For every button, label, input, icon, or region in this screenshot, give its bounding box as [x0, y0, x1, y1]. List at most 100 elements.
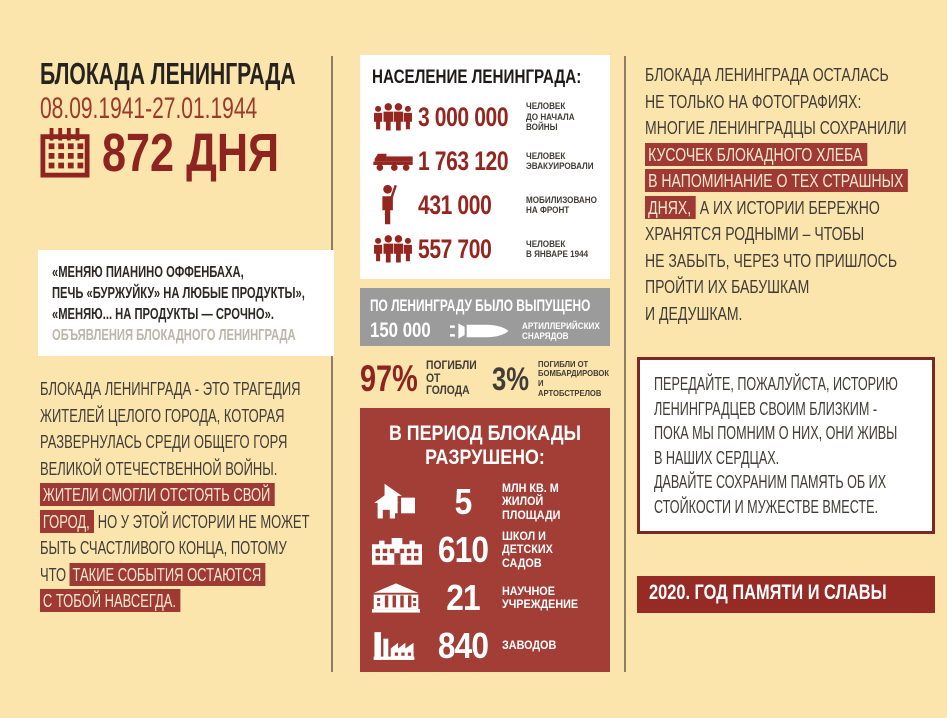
stat-row: 1 763 120 ЧЕЛОВЕК ЭВАКУИРОВАЛИ	[372, 139, 598, 183]
shelling-stat: 150 000 АРТИЛЛЕРИЙСКИХ СНАРЯДОВ	[370, 319, 600, 343]
text-segment: НЕ ТОЛЬКО НА ФОТОГРАФИЯХ:	[645, 91, 862, 112]
text-line: «МЕНЯЮ ПИАНИНО ОФФЕНБАХА,	[52, 262, 332, 283]
stat-row: 3 000 000 ЧЕЛОВЕК ДО НАЧАЛА ВОЙНЫ	[372, 95, 598, 139]
stat-label: ШКОЛ И ДЕТСКИХ САДОВ	[502, 528, 553, 570]
text-segment: ДАВАЙТЕ СОХРАНИМ ПАМЯТЬ ОБ ИХ	[654, 472, 887, 492]
stat-value: 21	[446, 577, 480, 618]
people-group-icon	[374, 103, 412, 131]
highlighted-text: ДНЯХ,	[645, 195, 696, 219]
text-line: СТОЙКОСТИ И МУЖЕСТВЕ ВМЕСТЕ.	[654, 495, 934, 520]
text-segment: И ДЕДУШКАМ.	[645, 303, 743, 324]
destroyed-box: В ПЕРИОД БЛОКАДЫ РАЗРУШЕНО: 5 МЛН КВ. М ЖИ…	[360, 408, 610, 672]
text-segment: «МЕНЯЮ ПИАНИНО ОФФЕНБАХА,	[52, 264, 244, 281]
soldier-icon	[382, 184, 397, 225]
left-paragraph: БЛОКАДА ЛЕНИНГРАДА - ЭТО ТРАГЕДИЯ ЖИТЕЛЕЙ…	[40, 376, 328, 615]
siege-dates: 08.09.1941-27.01.1944	[40, 92, 258, 125]
text-line: С ТОБОЙ НАВСЕГДА.	[40, 588, 328, 615]
stat-value: 557 700	[418, 233, 492, 264]
stat-row: 431 000 МОБИЛИЗОВАНО НА ФРОНТ	[372, 183, 598, 227]
duration-value: 872 ДНЯ	[102, 123, 280, 183]
stat-row: 557 700 ЧЕЛОВЕК В ЯНВАРЕ 1944	[372, 227, 598, 271]
text-line: ДАВАЙТЕ СОХРАНИМ ПАМЯТЬ ОБ ИХ	[654, 470, 934, 495]
text-line: В НАШИХ СЕРДЦАХ.	[654, 446, 934, 471]
highlighted-text: КУСОЧЕК БЛОКАДНОГО ХЛЕБА	[645, 142, 868, 166]
text-segment: РАЗРУШЕНО:	[425, 446, 545, 469]
text-segment: ПЕЧЬ «БУРЖУЙКУ» НА ЛЮБЫЕ ПРОДУКТЫ»,	[52, 285, 305, 302]
column-divider	[331, 56, 333, 672]
houses-icon	[374, 483, 415, 519]
text-line: ЖИТЕЛИ СМОГЛИ ОТСТОЯТЬ СВОЙ	[40, 482, 328, 509]
highlighted-text: ТАКИЕ СОБЫТИЯ ОСТАЮТСЯ	[69, 562, 266, 586]
text-segment: ХРАНЯТСЯ РОДНЫМИ – ЧТОБЫ	[645, 224, 865, 244]
academy-icon	[372, 583, 420, 613]
text-segment: ПРОЙТИ ИХ БАБУШКАМ	[645, 277, 810, 297]
column-divider	[624, 56, 626, 672]
text-segment: БЛОКАДА ЛЕНИНГРАДА - ЭТО ТРАГЕДИЯ	[40, 379, 301, 399]
text-segment: БЫТЬ СЧАСТЛИВОГО КОНЦА, ПОТОМУ	[40, 538, 287, 558]
text-line: ПОКА МЫ ПОМНИМ О НИХ, ОНИ ЖИВЫ	[654, 421, 934, 446]
stat-icon-cell	[372, 233, 418, 265]
text-line: БЛОКАДА ЛЕНИНГРАДА ОСТАЛАСЬ	[645, 62, 934, 89]
shelling-box: ПО ЛЕНИНГРАДУ БЫЛО ВЫПУЩЕНО 150 000 АРТИ…	[360, 288, 610, 346]
stat-icon-cell	[372, 536, 424, 565]
stat-value: 840	[437, 625, 489, 666]
population-box: НАСЕЛЕНИЕ ЛЕНИНГРАДА: 3 000 000 ЧЕЛОВЕК Д…	[360, 55, 610, 279]
memory-text: ПЕРЕДАЙТЕ, ПОЖАЛУЙСТА, ИСТОРИЮ ЛЕНИНГРАДЦ…	[654, 372, 934, 519]
year-of-memory-banner: 2020. ГОД ПАМЯТИ И СЛАВЫ	[637, 576, 935, 613]
text-line: ЖИТЕЛЕЙ ЦЕЛОГО ГОРОДА, КОТОРАЯ	[40, 403, 328, 430]
text-line: НЕ ЗАБЫТЬ, ЧЕРЕЗ ЧТО ПРИШЛОСЬ	[645, 248, 934, 275]
text-line: БЛОКАДА ЛЕНИНГРАДА - ЭТО ТРАГЕДИЯ	[40, 376, 328, 403]
text-segment: БЛОКАДА ЛЕНИНГРАДА ОСТАЛАСЬ	[645, 65, 889, 85]
shelling-title: ПО ЛЕНИНГРАДУ БЫЛО ВЫПУЩЕНО	[370, 296, 591, 315]
stat-value: 3 000 000	[418, 101, 509, 132]
stat-row: 97% ПОГИБЛИ ОТ ГОЛОДА	[360, 356, 492, 402]
artillery-shell-icon	[450, 323, 509, 339]
text-line: РАЗВЕРНУЛАСЬ СРЕДИ ОБЩЕГО ГОРЯ	[40, 429, 328, 456]
population-stats: 3 000 000 ЧЕЛОВЕК ДО НАЧАЛА ВОЙНЫ 1 763 12…	[372, 95, 598, 271]
stat-label: ЧЕЛОВЕК В ЯНВАРЕ 1944	[526, 238, 589, 260]
population-title: НАСЕЛЕНИЕ ЛЕНИНГРАДА:	[372, 67, 582, 88]
shelling-value: 150 000	[370, 319, 431, 342]
people-group-icon	[374, 235, 412, 263]
text-line: ЧТО ТАКИЕ СОБЫТИЯ ОСТАЮТСЯ	[40, 562, 328, 589]
stat-icon-cell	[372, 147, 418, 175]
text-segment: РАЗВЕРНУЛАСЬ СРЕДИ ОБЩЕГО ГОРЯ	[40, 432, 288, 452]
stat-value: 610	[437, 529, 489, 570]
text-segment: ПОКА МЫ ПОМНИМ О НИХ, ОНИ ЖИВЫ	[654, 423, 898, 443]
text-line: ПЕЧЬ «БУРЖУЙКУ» НА ЛЮБЫЕ ПРОДУКТЫ»,	[52, 283, 332, 304]
stat-icon-cell	[372, 184, 418, 226]
text-segment: НЕ ЗАБЫТЬ, ЧЕРЕЗ ЧТО ПРИШЛОСЬ	[645, 250, 898, 271]
stat-label: МОБИЛИЗОВАНО НА ФРОНТ	[526, 194, 597, 216]
text-line: ДНЯХ, А ИХ ИСТОРИИ БЕРЕЖНО	[645, 195, 934, 222]
stat-value: 5	[454, 481, 473, 522]
stat-value: 1 763 120	[418, 145, 509, 176]
text-segment: В ПЕРИОД БЛОКАДЫ	[388, 422, 582, 445]
right-paragraph: БЛОКАДА ЛЕНИНГРАДА ОСТАЛАСЬ НЕ ТОЛЬКО НА …	[645, 62, 934, 327]
stat-label: ЧЕЛОВЕК ДО НАЧАЛА ВОЙНЫ	[526, 101, 575, 133]
text-segment: ЧТО	[40, 564, 70, 585]
stat-label: НАУЧНОЕ УЧРЕЖДЕНИЕ	[502, 583, 579, 611]
text-line: ПРОЙТИ ИХ БАБУШКАМ	[645, 274, 934, 301]
quote-attribution: ОБЪЯВЛЕНИЯ БЛОКАДНОГО ЛЕНИНГРАДА	[52, 327, 296, 344]
stat-value: 97%	[360, 358, 418, 399]
memory-box: ПЕРЕДАЙТЕ, ПОЖАЛУЙСТА, ИСТОРИЮ ЛЕНИНГРАДЦ…	[637, 357, 935, 534]
text-segment: ЛЕНИНГРАДЦЕВ СВОИМ БЛИЗКИМ -	[654, 398, 878, 419]
text-line: МНОГИЕ ЛЕНИНГРАДЦЫ СОХРАНИЛИ	[645, 115, 934, 142]
stat-label: ЗАВОДОВ	[502, 638, 557, 653]
truck-icon	[373, 153, 413, 171]
text-segment: ВЕЛИКОЙ ОТЕЧЕСТВЕННОЙ ВОЙНЫ.	[40, 458, 278, 479]
stat-icon-cell	[372, 629, 424, 663]
destroyed-stats: 5 МЛН КВ. М ЖИЛОЙ ПЛОЩАДИ 610 ШКОЛ И ДЕТСКИ…	[372, 478, 598, 670]
text-line: В НАПОМИНАНИЕ О ТЕХ СТРАШНЫХ	[645, 168, 934, 195]
text-segment: НО У ЭТОЙ ИСТОРИИ НЕ МОЖЕТ	[94, 511, 310, 532]
text-segment: ПЕРЕДАЙТЕ, ПОЖАЛУЙСТА, ИСТОРИЮ	[654, 374, 898, 394]
stat-label: ЧЕЛОВЕК ЭВАКУИРОВАЛИ	[526, 150, 594, 172]
text-line: И ДЕДУШКАМ.	[645, 301, 934, 328]
text-line: КУСОЧЕК БЛОКАДНОГО ХЛЕБА	[645, 142, 934, 169]
stat-icon-cell	[372, 101, 418, 133]
stat-label: МЛН КВ. М ЖИЛОЙ ПЛОЩАДИ	[502, 480, 561, 522]
stat-value: 3%	[492, 360, 529, 397]
stat-row: 5 МЛН КВ. М ЖИЛОЙ ПЛОЩАДИ	[372, 478, 598, 526]
calendar-icon	[40, 127, 90, 179]
